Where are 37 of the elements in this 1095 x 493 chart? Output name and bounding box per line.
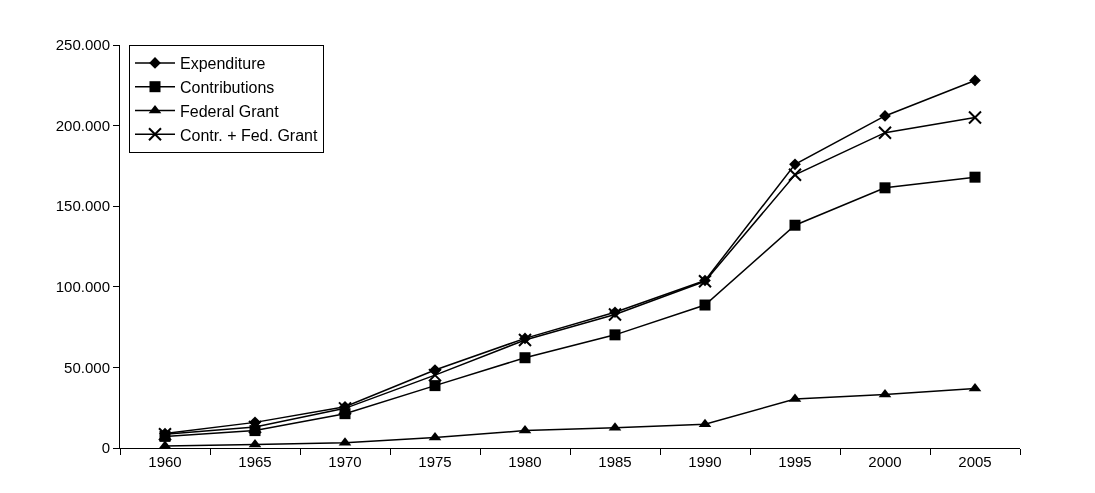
legend-label: Contributions bbox=[180, 78, 275, 96]
point bbox=[248, 438, 262, 448]
y-tick-label: 150.000 bbox=[55, 197, 110, 215]
x-tick-label: 1975 bbox=[418, 453, 452, 470]
x-tick-label: 1980 bbox=[508, 453, 542, 470]
x-tick-label: 1965 bbox=[238, 453, 272, 470]
point bbox=[968, 110, 982, 125]
x-tick-label: 2005 bbox=[958, 453, 992, 470]
x-tick-label: 2000 bbox=[868, 453, 902, 470]
x-tick-label: 1970 bbox=[328, 453, 362, 470]
legend-label: Contr. + Fed. Grant bbox=[180, 126, 318, 144]
point bbox=[789, 219, 801, 231]
point bbox=[609, 329, 621, 341]
y-tick-label: 100.000 bbox=[55, 278, 110, 296]
point bbox=[969, 171, 981, 183]
point bbox=[788, 167, 802, 182]
y-tick-label: 0 bbox=[101, 439, 110, 457]
point bbox=[429, 380, 441, 392]
point bbox=[698, 418, 712, 428]
point bbox=[878, 125, 892, 140]
x-tick-label: 1990 bbox=[688, 453, 722, 470]
y-tick-label: 250.000 bbox=[55, 36, 110, 54]
y-tick-label: 50.000 bbox=[64, 358, 110, 376]
point bbox=[879, 182, 891, 194]
point bbox=[699, 299, 711, 311]
x-tick-label: 1995 bbox=[778, 453, 812, 470]
point bbox=[428, 368, 442, 383]
x-tick-label: 1985 bbox=[598, 453, 632, 470]
x-tick-label: 1960 bbox=[148, 453, 182, 470]
point bbox=[878, 388, 892, 398]
point bbox=[789, 158, 801, 171]
point bbox=[248, 420, 262, 435]
point bbox=[519, 352, 531, 364]
legend-label: Federal Grant bbox=[180, 102, 280, 120]
point bbox=[969, 74, 981, 87]
y-tick-label: 200.000 bbox=[55, 116, 110, 134]
legend-label: Expenditure bbox=[180, 55, 266, 73]
